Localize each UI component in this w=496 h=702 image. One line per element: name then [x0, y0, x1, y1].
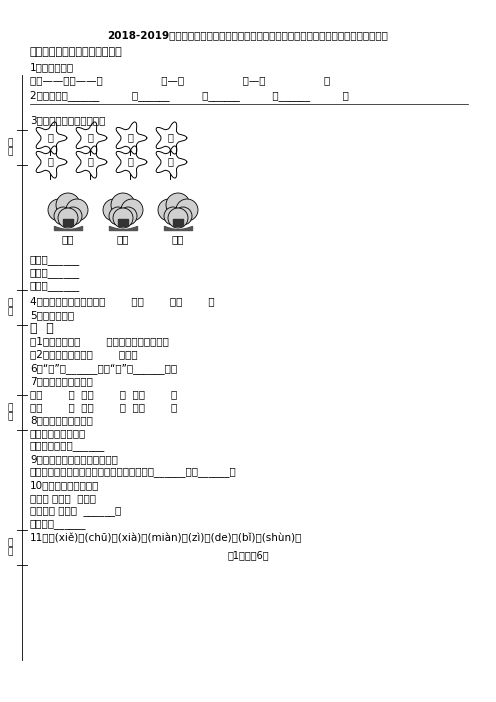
Text: 北: 北: [47, 132, 53, 142]
Text: 1．词语接龙。: 1．词语接龙。: [30, 62, 74, 72]
Text: 第1页，六6页: 第1页，六6页: [227, 550, 269, 560]
Text: 2．组词：早______          书______          刀______          尺______          本: 2．组词：早______ 书______ 刀______ 尺______ 本: [30, 90, 349, 101]
Text: 我会说：荷藕是______: 我会说：荷藕是______: [30, 441, 105, 451]
Text: 在: 在: [167, 132, 173, 142]
Text: 8．说一说，写一写。: 8．说一说，写一写。: [30, 415, 93, 425]
Circle shape: [58, 208, 78, 228]
Text: 虫: 虫: [127, 132, 133, 142]
Text: 风: 风: [127, 156, 133, 166]
Text: 分: 分: [7, 147, 13, 157]
Text: 五画: 五画: [117, 234, 129, 244]
Polygon shape: [36, 146, 67, 178]
Text: 题: 题: [7, 548, 13, 557]
Text: 姓: 姓: [7, 307, 13, 317]
Text: 家乡——乡长——（                  ）—（                  ）—（                  ）: 家乡——乡长——（ ）—（ ）—（ ）: [30, 75, 330, 85]
Text: 六画：______: 六画：______: [30, 281, 80, 291]
Text: 门（        ）  什（        ）  乐（        ）: 门（ ） 什（ ） 乐（ ）: [30, 402, 177, 412]
Circle shape: [121, 199, 143, 221]
Circle shape: [166, 193, 190, 217]
Circle shape: [164, 207, 182, 225]
Text: 3．数一数，送树叶回家。: 3．数一数，送树叶回家。: [30, 115, 105, 125]
Text: 班: 班: [7, 413, 13, 421]
Text: 爸爸坐在 沙发上  ______。: 爸爸坐在 沙发上 ______。: [30, 506, 121, 516]
Text: 四画：______: 四画：______: [30, 255, 80, 265]
Circle shape: [113, 208, 133, 228]
Circle shape: [48, 199, 70, 221]
Text: 五画：______: 五画：______: [30, 268, 80, 278]
Circle shape: [119, 207, 137, 225]
Text: 妈妈坐在______: 妈妈坐在______: [30, 519, 86, 529]
Text: 浪花跑去又跑来，像一群调气的娃娃，这里把______比作______，: 浪花跑去又跑来，像一群调气的娃娃，这里把______比作______，: [30, 467, 237, 477]
Polygon shape: [36, 122, 67, 154]
Text: 名: 名: [7, 298, 13, 307]
Text: 长: 长: [87, 132, 93, 142]
Polygon shape: [76, 146, 107, 178]
Text: 乡  音: 乡 音: [30, 322, 54, 335]
Text: 9．读课文《浪花》，填一填。: 9．读课文《浪花》，填一填。: [30, 454, 118, 464]
Text: 一、想一想，填一填（填空题）: 一、想一想，填一填（填空题）: [30, 47, 123, 57]
Text: 11．写(xiě)出(chū)下(xià)面(miàn)字(zì)的(de)笔(bǐ)顺(shùn)。: 11．写(xiě)出(chū)下(xià)面(miàn)字(zì)的(de)笔(…: [30, 533, 303, 543]
Text: 号: 号: [7, 538, 13, 548]
Circle shape: [174, 207, 192, 225]
Text: 四画: 四画: [62, 234, 74, 244]
Circle shape: [103, 199, 125, 221]
Text: （1）爷爷住在（        ）下，那里山清水秀。: （1）爷爷住在（ ）下，那里山清水秀。: [30, 336, 169, 346]
Text: 5．选词填空。: 5．选词填空。: [30, 310, 74, 320]
Text: 再: 再: [167, 156, 173, 166]
Text: 我坐在 沙滩上  玩耳。: 我坐在 沙滩上 玩耳。: [30, 493, 96, 503]
Text: 例：蓝天是白云的家: 例：蓝天是白云的家: [30, 428, 86, 438]
Circle shape: [109, 207, 127, 225]
Circle shape: [176, 199, 198, 221]
Text: 2018-2019年铜仁市印江县龙津街道第四完全小学小学一年级上册语文模拟期末测试无答案: 2018-2019年铜仁市印江县龙津街道第四完全小学小学一年级上册语文模拟期末测…: [108, 30, 388, 40]
Circle shape: [168, 208, 188, 228]
Text: 只: 只: [47, 156, 53, 166]
Polygon shape: [156, 122, 187, 154]
Text: 级: 级: [7, 404, 13, 413]
Circle shape: [64, 207, 82, 225]
Text: 六画: 六画: [172, 234, 184, 244]
Polygon shape: [76, 122, 107, 154]
Text: 数: 数: [7, 138, 13, 147]
Polygon shape: [156, 146, 187, 178]
Text: 天: 天: [87, 156, 93, 166]
Circle shape: [56, 193, 80, 217]
Circle shape: [111, 193, 135, 217]
Text: 6．“力”共______画，“牙”共______画。: 6．“力”共______画，“牙”共______画。: [30, 363, 177, 374]
Circle shape: [54, 207, 72, 225]
Polygon shape: [116, 146, 147, 178]
Polygon shape: [116, 122, 147, 154]
Text: 4．写出三个女字旁的字（        ）（        ）（        ）: 4．写出三个女字旁的字（ ）（ ）（ ）: [30, 296, 215, 306]
Text: 7．比一比，组词语。: 7．比一比，组词语。: [30, 376, 93, 386]
Circle shape: [158, 199, 180, 221]
Text: 问（        ）  十（        ）  牙（        ）: 问（ ） 十（ ） 牙（ ）: [30, 389, 177, 399]
Text: （2）花儿开了，真（        ）啊！: （2）花儿开了，真（ ）啊！: [30, 349, 137, 359]
Circle shape: [66, 199, 88, 221]
Text: 10．照样子，说一说。: 10．照样子，说一说。: [30, 480, 99, 490]
